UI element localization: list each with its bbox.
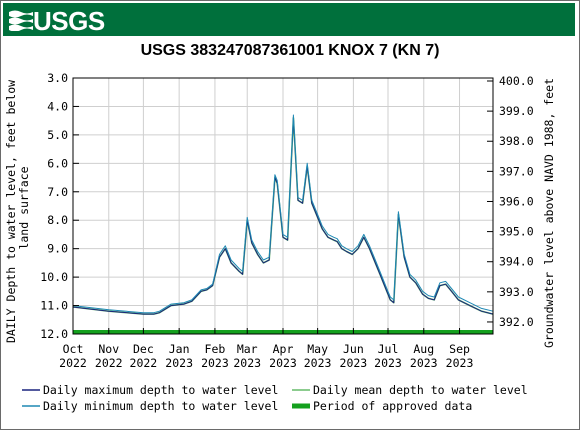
x-tick-year: 2023 — [269, 356, 297, 370]
x-tick-year: 2022 — [95, 356, 123, 370]
x-tick-month: Dec — [133, 342, 154, 356]
right-tick-label: 395.0 — [499, 225, 534, 239]
legend: Daily maximum depth to water level Daily … — [22, 383, 528, 413]
right-tick-label: 399.0 — [499, 104, 534, 118]
left-tick-label: 11.0 — [40, 299, 68, 313]
x-tick-month: Feb — [205, 342, 226, 356]
series-line-daily-minimum-depth-to-water-level — [72, 114, 494, 314]
x-tick-month: Apr — [273, 342, 294, 356]
legend-label-daily-mean-depth-to-water-level: Daily mean depth to water level — [313, 383, 528, 397]
usgs-logo-text: USGS — [33, 6, 105, 36]
legend-swatch-period-of-approved-data — [292, 403, 310, 409]
right-tick-label: 393.0 — [499, 285, 534, 299]
x-tick-year: 2023 — [304, 356, 332, 370]
chart-title: USGS 383247087361001 KNOX 7 (KN 7) — [140, 42, 440, 59]
legend-swatch-daily-minimum-depth-to-water-level — [22, 405, 40, 407]
legend-swatch-daily-maximum-depth-to-water-level — [22, 389, 40, 391]
legend-label-daily-minimum-depth-to-water-level: Daily minimum depth to water level — [43, 399, 278, 413]
left-tick-label: 6.0 — [47, 156, 68, 170]
left-tick-label: 9.0 — [47, 242, 68, 256]
right-tick-label: 398.0 — [499, 134, 534, 148]
left-tick-label: 8.0 — [47, 213, 68, 227]
y-axis-label-left-line2: land surface — [17, 166, 31, 249]
series-line-daily-maximum-depth-to-water-level — [72, 117, 494, 315]
x-tick-month: Sep — [449, 342, 470, 356]
right-tick-label: 396.0 — [499, 194, 534, 208]
x-tick-year: 2023 — [374, 356, 402, 370]
x-tick-month: Mar — [237, 342, 258, 356]
left-tick-label: 3.0 — [47, 71, 68, 85]
x-tick-month: Aug — [413, 342, 434, 356]
legend-label-period-of-approved-data: Period of approved data — [313, 399, 472, 413]
left-tick-label: 4.0 — [47, 99, 68, 113]
right-tick-label: 400.0 — [499, 74, 534, 88]
x-tick-year: 2023 — [340, 356, 368, 370]
right-axis: 392.0 393.0 394.0 395.0 396.0 397.0 398.0 399.0… — [487, 74, 534, 329]
x-tick-month: Nov — [98, 342, 119, 356]
left-axis: 3.0 4.0 5.0 6.0 7.0 8.0 9.0 10.0 11.0 12.0 — [40, 71, 79, 341]
x-tick-month: Jul — [378, 342, 399, 356]
x-tick-year: 2023 — [446, 356, 474, 370]
legend-label-daily-maximum-depth-to-water-level: Daily maximum depth to water level — [43, 383, 278, 397]
x-tick-month: Oct — [63, 342, 84, 356]
x-tick-year: 2023 — [201, 356, 229, 370]
series-lines — [72, 114, 494, 315]
x-tick-year: 2023 — [165, 356, 193, 370]
x-tick-month: Jan — [169, 342, 190, 356]
x-tick-year: 2022 — [130, 356, 158, 370]
usgs-banner: USGS — [3, 3, 575, 36]
x-tick-month: May — [307, 342, 328, 356]
y-axis-label-right: Groundwater level above NAVD 1988, feet — [542, 78, 556, 348]
x-tick-year: 2022 — [59, 356, 87, 370]
y-axis-label-left-line1: DAILY Depth to water level, feet below — [4, 80, 18, 343]
x-axis: Oct2022Nov2022Dec2022Jan2023Feb2023Mar20… — [59, 328, 473, 370]
left-tick-label: 10.0 — [40, 270, 68, 284]
usgs-logo-icon — [9, 10, 33, 31]
left-tick-label: 7.0 — [47, 185, 68, 199]
left-tick-label: 12.0 — [40, 327, 68, 341]
right-tick-label: 392.0 — [499, 315, 534, 329]
right-tick-label: 394.0 — [499, 255, 534, 269]
x-tick-year: 2023 — [410, 356, 438, 370]
x-tick-year: 2023 — [233, 356, 261, 370]
y-axis-label-left: DAILY Depth to water level, feet below l… — [4, 73, 31, 343]
right-tick-label: 397.0 — [499, 164, 534, 178]
left-tick-label: 5.0 — [47, 128, 68, 142]
legend-swatch-daily-mean-depth-to-water-level — [292, 389, 310, 391]
x-tick-month: Jun — [343, 342, 364, 356]
